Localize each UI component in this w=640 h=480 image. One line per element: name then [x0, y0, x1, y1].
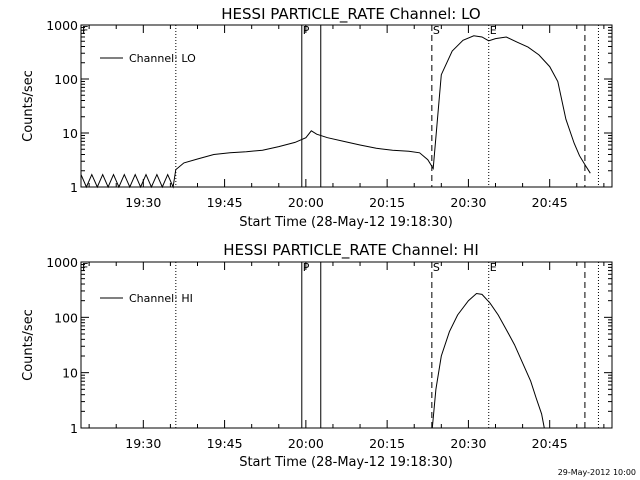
x-tick-label: 19:30 — [125, 436, 161, 451]
y-tick-label: 100 — [54, 72, 78, 87]
y-axis-label: Counts/sec — [21, 309, 36, 381]
x-tick-label: 20:30 — [450, 195, 486, 210]
footer-timestamp: 29-May-2012 10:00 — [558, 468, 636, 477]
marker-label: S — [433, 261, 440, 274]
panel-lo: HESSI PARTICLE_RATE Channel: LO F P S E Cha… — [21, 5, 613, 230]
y-tick-labels: 1 10 100 1000 — [46, 18, 78, 195]
marker-label: P — [303, 24, 310, 37]
x-tick-label: 19:45 — [207, 436, 243, 451]
x-tick-label: 19:45 — [207, 195, 243, 210]
marker-label: E — [490, 24, 497, 37]
y-tick-label: 1000 — [46, 255, 78, 270]
marker-label: E — [490, 261, 497, 274]
panel-hi: HESSI PARTICLE_RATE Channel: HI F P S E Cha… — [21, 241, 613, 470]
marker-label: F — [82, 261, 88, 274]
marker-label: S — [433, 24, 440, 37]
x-axis-label: Start Time (28-May-12 19:18:30) — [239, 215, 453, 230]
y-tick-label: 10 — [62, 126, 78, 141]
marker-label: P — [303, 261, 310, 274]
legend-label: Channel: LO — [129, 52, 196, 65]
legend: Channel: LO — [100, 52, 196, 65]
legend: Channel: HI — [100, 292, 193, 305]
chart-title: HESSI PARTICLE_RATE Channel: LO — [221, 5, 480, 24]
y-axis-label: Counts/sec — [21, 70, 36, 142]
x-tick-label: 20:45 — [532, 195, 568, 210]
x-tick-labels: 19:30 19:45 20:00 20:15 20:30 20:45 — [125, 195, 567, 210]
x-tick-label: 20:00 — [288, 195, 324, 210]
series-lines — [80, 35, 591, 189]
series-line — [431, 292, 545, 429]
chart-title: HESSI PARTICLE_RATE Channel: HI — [223, 241, 479, 260]
x-tick-label: 20:15 — [369, 436, 405, 451]
y-tick-label: 10 — [62, 366, 78, 381]
tick-marks — [81, 24, 612, 188]
x-tick-label: 20:30 — [450, 436, 486, 451]
series-line — [80, 35, 591, 189]
x-tick-label: 20:15 — [369, 195, 405, 210]
tick-marks — [81, 261, 612, 429]
x-axis-label: Start Time (28-May-12 19:18:30) — [239, 455, 453, 470]
x-tick-label: 20:00 — [288, 436, 324, 451]
plot-frame — [80, 24, 613, 188]
legend-label: Channel: HI — [129, 292, 193, 305]
y-tick-labels: 1 10 100 1000 — [46, 255, 78, 436]
x-tick-labels: 19:30 19:45 20:00 20:15 20:30 20:45 — [125, 436, 567, 451]
x-tick-label: 20:45 — [532, 436, 568, 451]
marker-label: F — [82, 24, 88, 37]
plot-frame — [80, 261, 613, 429]
x-tick-label: 19:30 — [125, 195, 161, 210]
y-tick-label: 1 — [70, 180, 78, 195]
y-tick-label: 100 — [54, 310, 78, 325]
series-lines — [431, 292, 545, 429]
y-tick-label: 1 — [70, 421, 78, 436]
y-tick-label: 1000 — [46, 18, 78, 33]
